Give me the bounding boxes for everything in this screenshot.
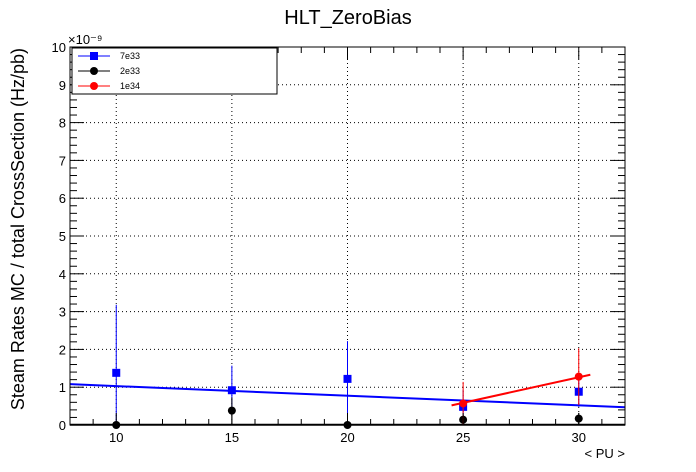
legend-label: 1e34 (120, 81, 140, 91)
y-tick-label: 8 (59, 116, 66, 131)
y-tick-label: 7 (59, 153, 66, 168)
x-tick-label: 20 (340, 430, 354, 445)
y-tick-label: 9 (59, 78, 66, 93)
legend-label: 7e33 (120, 51, 140, 61)
y-axis-multiplier: ×10⁻⁹ (68, 32, 102, 47)
x-tick-label: 30 (572, 430, 586, 445)
data-point (343, 374, 352, 383)
x-axis-ticks: 10 15 20 25 30 (69, 47, 626, 445)
legend-marker (90, 52, 98, 60)
y-axis-label: Steam Rates MC / total CrossSection (Hz/… (8, 48, 28, 410)
x-tick-label: 10 (109, 430, 123, 445)
chart-title: HLT_ZeroBias (284, 7, 411, 29)
y-tick-label: 10 (52, 40, 66, 55)
y-tick-label: 6 (59, 191, 66, 206)
legend: 7e33 2e33 1e34 (71, 47, 278, 95)
y-tick-label: 3 (59, 305, 66, 320)
x-tick-label: 15 (225, 430, 239, 445)
fit-line (451, 373, 591, 407)
data-point (227, 406, 236, 415)
data-points (112, 304, 583, 429)
y-tick-label: 2 (59, 342, 66, 357)
y-tick-label: 4 (59, 267, 66, 282)
y-tick-label: 5 (59, 229, 66, 244)
data-point (112, 368, 121, 377)
y-tick-label: 0 (59, 418, 66, 433)
data-point (459, 399, 468, 408)
x-tick-label: 25 (456, 430, 470, 445)
legend-label: 2e33 (120, 66, 140, 76)
legend-marker (90, 67, 98, 75)
y-tick-label: 1 (59, 380, 66, 395)
x-axis-label: < PU > (585, 446, 625, 461)
legend-marker (90, 82, 98, 90)
data-point (227, 386, 236, 395)
data-point (574, 372, 583, 381)
